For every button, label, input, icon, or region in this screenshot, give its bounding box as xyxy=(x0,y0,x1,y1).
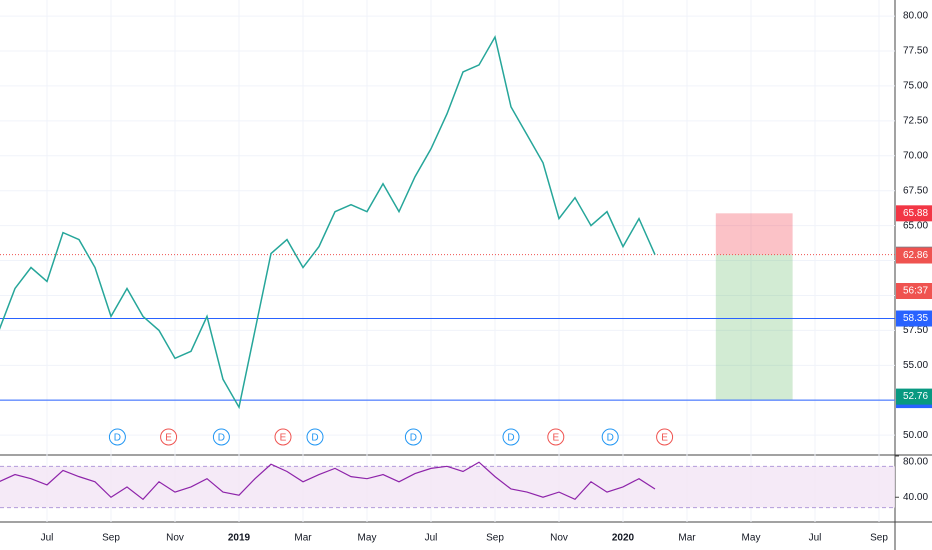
countdown-bg xyxy=(896,283,932,299)
position-stop-zone xyxy=(715,254,793,401)
y-tick-label: 75.00 xyxy=(903,81,928,92)
rsi-tick-label: 80.00 xyxy=(903,457,928,468)
position-target-zone xyxy=(715,213,793,255)
x-tick-label: Sep xyxy=(102,533,120,544)
y-tick-label: 65.00 xyxy=(903,220,928,231)
event-label: E xyxy=(552,433,559,444)
x-tick-label: Jul xyxy=(425,533,438,544)
y-tick-label: 72.50 xyxy=(903,115,928,126)
price-label-bg xyxy=(896,205,932,222)
x-tick-label: 2020 xyxy=(612,533,635,544)
event-label: D xyxy=(410,433,417,444)
event-marker xyxy=(656,428,674,446)
event-marker xyxy=(212,428,230,446)
event-marker xyxy=(306,428,324,446)
x-tick-label: Jul xyxy=(41,533,54,544)
event-label: D xyxy=(114,433,121,444)
y-tick-label: 77.50 xyxy=(903,46,928,57)
price-label-bg xyxy=(896,247,932,264)
rsi-band xyxy=(0,466,895,508)
event-marker xyxy=(404,428,422,446)
price-label: 58.35 xyxy=(903,313,928,324)
event-marker xyxy=(601,428,619,446)
event-marker xyxy=(274,428,292,446)
event-label: E xyxy=(661,433,668,444)
event-marker xyxy=(502,428,520,446)
price-line xyxy=(0,34,656,410)
y-tick-label: 50.00 xyxy=(903,430,928,441)
x-tick-label: 2019 xyxy=(228,533,251,544)
x-tick-label: Mar xyxy=(294,533,312,544)
y-tick-label: 55.00 xyxy=(903,360,928,371)
event-label: E xyxy=(280,433,287,444)
event-label: E xyxy=(165,433,172,444)
x-tick-label: May xyxy=(358,533,377,544)
x-tick-label: Sep xyxy=(870,533,888,544)
event-marker xyxy=(108,428,126,446)
y-tick-label: 57.50 xyxy=(903,325,928,336)
x-tick-label: Sep xyxy=(486,533,504,544)
price-label: 52.76 xyxy=(903,391,928,402)
price-label: 65.88 xyxy=(903,208,928,219)
x-tick-label: Nov xyxy=(550,533,568,544)
price-label: 62.86 xyxy=(903,250,928,261)
y-tick-label: 67.50 xyxy=(903,185,928,196)
countdown: 56:37 xyxy=(903,286,928,297)
y-tick-label: 70.00 xyxy=(903,150,928,161)
event-label: D xyxy=(507,433,514,444)
y-tick-label: 80.00 xyxy=(903,11,928,22)
price-label-bg xyxy=(896,388,932,405)
event-marker xyxy=(547,428,565,446)
x-tick-label: Mar xyxy=(678,533,696,544)
x-tick-label: Nov xyxy=(166,533,184,544)
event-marker xyxy=(160,428,178,446)
x-tick-label: May xyxy=(742,533,761,544)
event-label: D xyxy=(311,433,318,444)
event-label: D xyxy=(607,433,614,444)
rsi-line xyxy=(0,461,656,501)
event-label: D xyxy=(218,433,225,444)
price-label-bg xyxy=(896,310,932,327)
rsi-tick-label: 40.00 xyxy=(903,492,928,503)
x-tick-label: Jul xyxy=(809,533,822,544)
